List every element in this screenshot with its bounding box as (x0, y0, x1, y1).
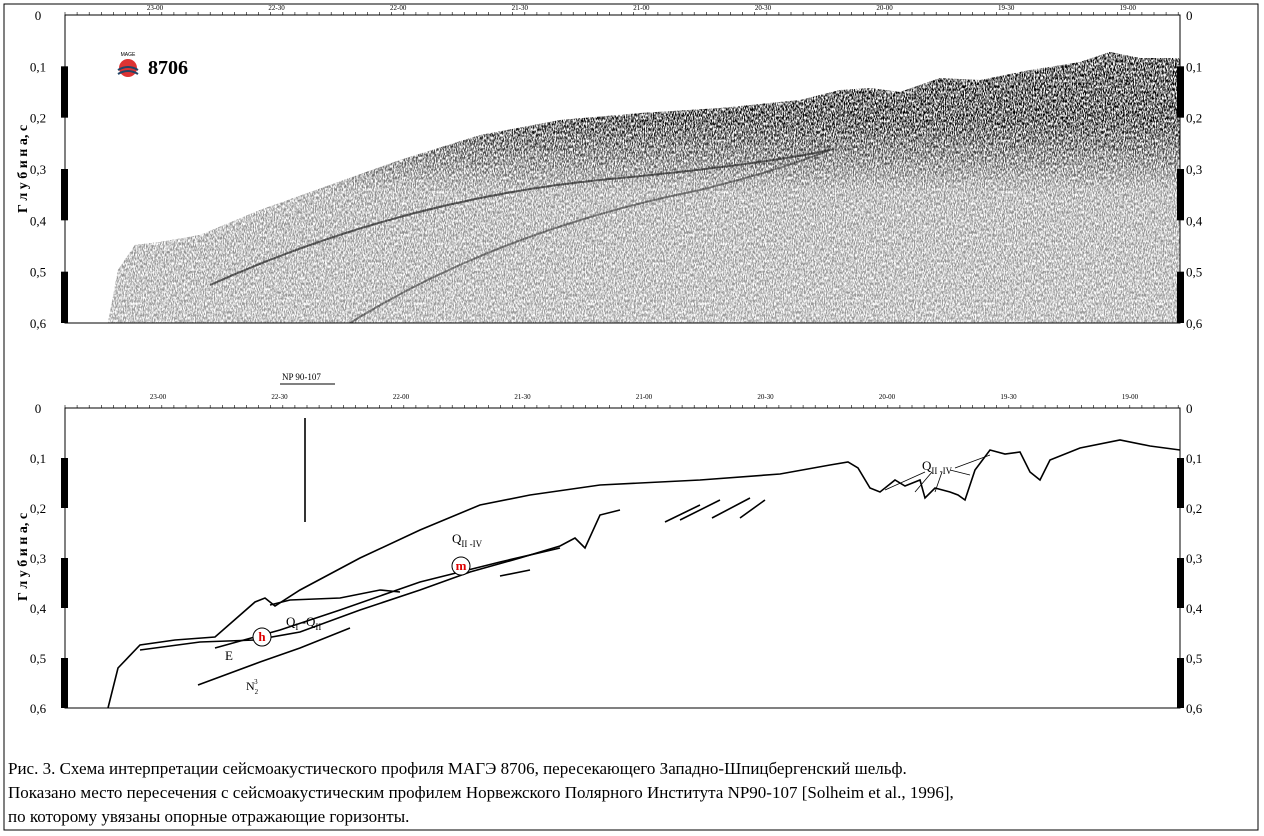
depth-tick-label: 0,6 (30, 316, 47, 331)
depth-scale-bar (61, 658, 68, 708)
depth-tick-label: 0 (35, 401, 42, 416)
depth-tick-label: 0,6 (30, 701, 47, 716)
unit-letter: Q (286, 614, 296, 629)
depth-tick-label: 0,3 (30, 551, 46, 566)
depth-scale-bar (1177, 558, 1184, 608)
y-axis-title: Г л у б и н а, с (16, 513, 31, 601)
depth-scale-bar (1177, 658, 1184, 708)
unit-label: E (225, 648, 233, 663)
seismic-image (108, 52, 1180, 323)
unit-label: QII -IV (452, 531, 483, 549)
depth-tick-label: 0,5 (1186, 265, 1202, 280)
logo: MAGE 8706 (117, 52, 188, 79)
caption-line: Показано место пересечения с сейсмоакуст… (8, 783, 954, 802)
time-tick-label: 19-00 (1122, 393, 1139, 401)
time-tick-label: 21-30 (512, 4, 529, 12)
depth-scale-bar (61, 66, 68, 118)
depth-tick-label: 0,3 (1186, 551, 1202, 566)
depth-scale-bar (61, 558, 68, 608)
logo-waves (117, 66, 139, 75)
depth-tick-label: 0,5 (1186, 651, 1202, 666)
depth-tick-label: 0,3 (30, 162, 46, 177)
time-tick-label: 20-30 (755, 4, 772, 12)
depth-scale-bar (1177, 458, 1184, 508)
horizon-label: h (258, 629, 266, 644)
horizon-label: m (456, 558, 467, 573)
time-tick-label: 21-30 (514, 393, 531, 401)
time-tick-label: 19-00 (1120, 4, 1137, 12)
horizon-marker (252, 627, 272, 647)
unit-sub: II -IV (461, 539, 482, 549)
frame (3, 3, 1259, 831)
depth-tick-label: 0,2 (30, 111, 46, 126)
depth-tick-label: 0,1 (30, 451, 46, 466)
depth-tick-label: 0 (1186, 401, 1193, 416)
crossing-label: NP 90-107 (282, 372, 321, 382)
unit-label: N2 3 (246, 678, 259, 696)
depth-scale-bar (1177, 271, 1184, 323)
unit-letter: Q (452, 531, 462, 546)
depth-scale-bar (1177, 169, 1184, 221)
profile-number: 8706 (148, 57, 188, 79)
depth-tick-label: 0,4 (30, 601, 47, 616)
depth-tick-label: 0,5 (30, 265, 46, 280)
unit-sub: I (295, 622, 298, 632)
time-tick-label: 19-30 (1000, 393, 1017, 401)
time-tick-label: 20-00 (876, 4, 893, 12)
depth-tick-label: 0,4 (1186, 213, 1203, 228)
unit-sup: 3 (254, 678, 258, 686)
unit-label: QI -QII (286, 614, 321, 632)
depth-tick-label: 0,2 (30, 501, 46, 516)
depth-tick-label: 0,1 (1186, 59, 1202, 74)
time-tick-label: 23-00 (147, 4, 164, 12)
depth-scale-bar (1177, 66, 1184, 118)
time-tick-label: 22-00 (393, 393, 410, 401)
depth-tick-label: 0,4 (30, 213, 47, 228)
depth-tick-label: 0,6 (1186, 316, 1203, 331)
leader-lines (884, 454, 991, 493)
unit-letter: Q (922, 458, 932, 473)
time-tick-label: 22-30 (268, 4, 285, 12)
depth-tick-label: 0 (1186, 8, 1193, 23)
time-tick-label: 22-30 (271, 393, 288, 401)
depth-tick-label: 0,4 (1186, 601, 1203, 616)
interpretation-lines (107, 418, 1181, 709)
depth-tick-label: 0,5 (30, 651, 46, 666)
depth-tick-label: 0,2 (1186, 111, 1202, 126)
unit-sub: 2 (255, 688, 259, 696)
depth-tick-label: 0 (35, 8, 42, 23)
depth-tick-label: 0,6 (1186, 701, 1203, 716)
time-tick-label: 20-30 (757, 393, 774, 401)
depth-scale-bar (61, 458, 68, 508)
unit-label: QII -IV (922, 458, 953, 476)
unit-sub: II (315, 622, 321, 632)
y-axis-title: Г л у б и н а, с (16, 125, 31, 213)
time-tick-label: 22-00 (390, 4, 407, 12)
time-tick-label: 20-00 (879, 393, 896, 401)
time-tick-label: 19-30 (998, 4, 1015, 12)
depth-tick-label: 0,1 (30, 59, 46, 74)
unit-letter: N (246, 679, 255, 693)
depth-tick-label: 0,1 (1186, 451, 1202, 466)
depth-tick-label: 0,3 (1186, 162, 1202, 177)
time-tick-label: 23-00 (150, 393, 167, 401)
depth-scale-bar (61, 169, 68, 221)
time-tick-label: 21-00 (636, 393, 653, 401)
horizon-marker (451, 556, 471, 576)
depth-tick-label: 0,2 (1186, 501, 1202, 516)
caption: Рис. 3. Схема интерпретации сейсмоакусти… (8, 759, 954, 826)
caption-line: Рис. 3. Схема интерпретации сейсмоакусти… (8, 759, 907, 778)
unit-sub: II -IV (931, 466, 952, 476)
caption-line: по которому увязаны опорные отражающие г… (8, 807, 409, 826)
logo-caption: MAGE (121, 52, 136, 58)
unit-letter: -Q (298, 614, 316, 629)
time-tick-label: 21-00 (633, 4, 650, 12)
depth-scale-bar (61, 271, 68, 323)
